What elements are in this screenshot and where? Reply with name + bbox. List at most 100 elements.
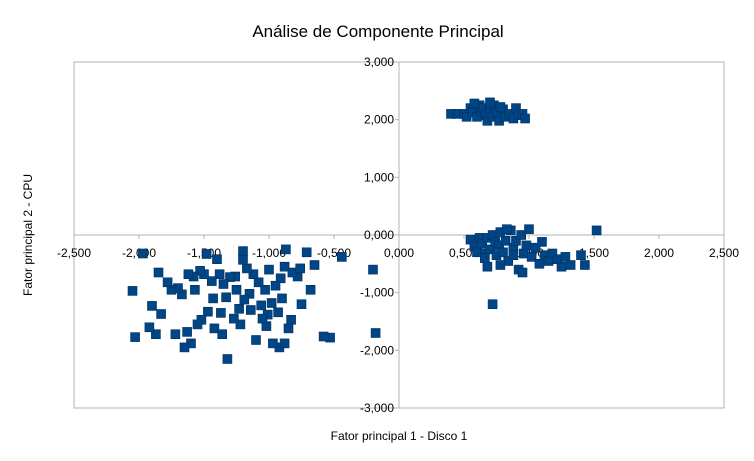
y-tick-label: 3,000 [364, 55, 394, 69]
data-point [246, 305, 256, 315]
data-point [203, 306, 213, 317]
data-point [370, 328, 381, 338]
data-point [218, 279, 229, 289]
data-point [225, 272, 235, 282]
x-axis-title: Fator principal 1 - Disco 1 [331, 429, 468, 443]
y-tick-label: -3,000 [360, 401, 394, 415]
data-point [153, 267, 164, 278]
data-point [190, 284, 200, 295]
data-point [183, 269, 194, 280]
chart-title: Análise de Componente Principal [252, 22, 503, 41]
data-point [222, 354, 233, 364]
data-point [508, 250, 519, 260]
data-point [235, 319, 246, 330]
data-point [277, 293, 287, 304]
data-point [524, 224, 534, 234]
axes-layer [73, 61, 725, 409]
x-tick-label: -2,500 [57, 246, 91, 260]
data-point [266, 298, 277, 308]
data-point [192, 319, 203, 330]
data-point [336, 252, 347, 262]
data-point [301, 247, 312, 258]
x-tick-label: 2,500 [709, 246, 739, 260]
data-point [283, 323, 294, 334]
data-point [495, 260, 506, 270]
data-point [127, 286, 138, 296]
data-point [256, 300, 267, 311]
data-point [516, 230, 527, 240]
data-point [208, 293, 218, 304]
data-point [212, 254, 222, 264]
data-point [502, 224, 512, 234]
data-point [477, 238, 488, 249]
data-point [234, 303, 244, 314]
data-point [279, 338, 290, 349]
data-point [485, 97, 495, 108]
data-point [179, 342, 190, 353]
data-point [591, 225, 602, 236]
data-point [244, 288, 255, 299]
data-point [238, 255, 248, 265]
data-point [253, 277, 264, 288]
data-point [214, 269, 225, 280]
data-point [130, 332, 140, 342]
data-point [305, 284, 316, 295]
data-point [580, 260, 590, 270]
data-point [576, 250, 586, 260]
data-point [520, 113, 530, 124]
data-point [479, 253, 490, 263]
data-point [500, 236, 511, 246]
data-point [151, 329, 161, 340]
y-tick-label: 2,000 [364, 113, 394, 127]
y-axis-title: Fator principal 2 - CPU [21, 174, 35, 296]
data-point [268, 338, 278, 349]
data-point [296, 299, 307, 310]
data-point [242, 263, 252, 274]
data-point [530, 242, 541, 253]
data-point [295, 263, 306, 274]
data-point [560, 252, 571, 262]
data-point [238, 246, 248, 256]
data-point [239, 294, 250, 305]
data-point [487, 299, 498, 310]
data-point [498, 247, 508, 258]
data-point [207, 276, 217, 286]
data-point [511, 236, 521, 246]
x-tick-label: -1,000 [252, 246, 286, 260]
data-point [275, 273, 286, 284]
data-point [229, 313, 239, 324]
data-point [248, 269, 259, 280]
data-point [195, 265, 205, 276]
data-point [147, 301, 157, 311]
data-point [565, 260, 576, 270]
data-point [309, 260, 320, 270]
data-point [517, 267, 528, 278]
data-point [162, 277, 173, 288]
data-point [231, 284, 242, 295]
data-point [257, 313, 268, 324]
data-point [537, 237, 547, 247]
data-point [209, 323, 220, 334]
data-point [138, 248, 148, 259]
data-point [482, 261, 493, 272]
data-points-layer [127, 97, 602, 364]
data-point [534, 258, 545, 269]
x-tick-label: 2,000 [644, 246, 674, 260]
data-point [221, 292, 231, 303]
data-point [495, 102, 506, 112]
y-tick-label: 0,000 [364, 228, 394, 242]
data-point [281, 244, 291, 255]
y-tick-label: 1,000 [364, 170, 394, 184]
y-tick-label: -1,000 [360, 286, 394, 300]
data-point [368, 264, 378, 275]
data-point [556, 261, 567, 272]
data-point [201, 249, 212, 259]
data-point [469, 98, 480, 109]
data-point [156, 309, 166, 319]
data-point [144, 322, 155, 333]
data-point [318, 331, 329, 342]
tick-labels-layer: -2,500-2,000-1,500-1,000-0,5000,0000,500… [57, 55, 739, 415]
x-tick-label: 0,000 [384, 246, 414, 260]
